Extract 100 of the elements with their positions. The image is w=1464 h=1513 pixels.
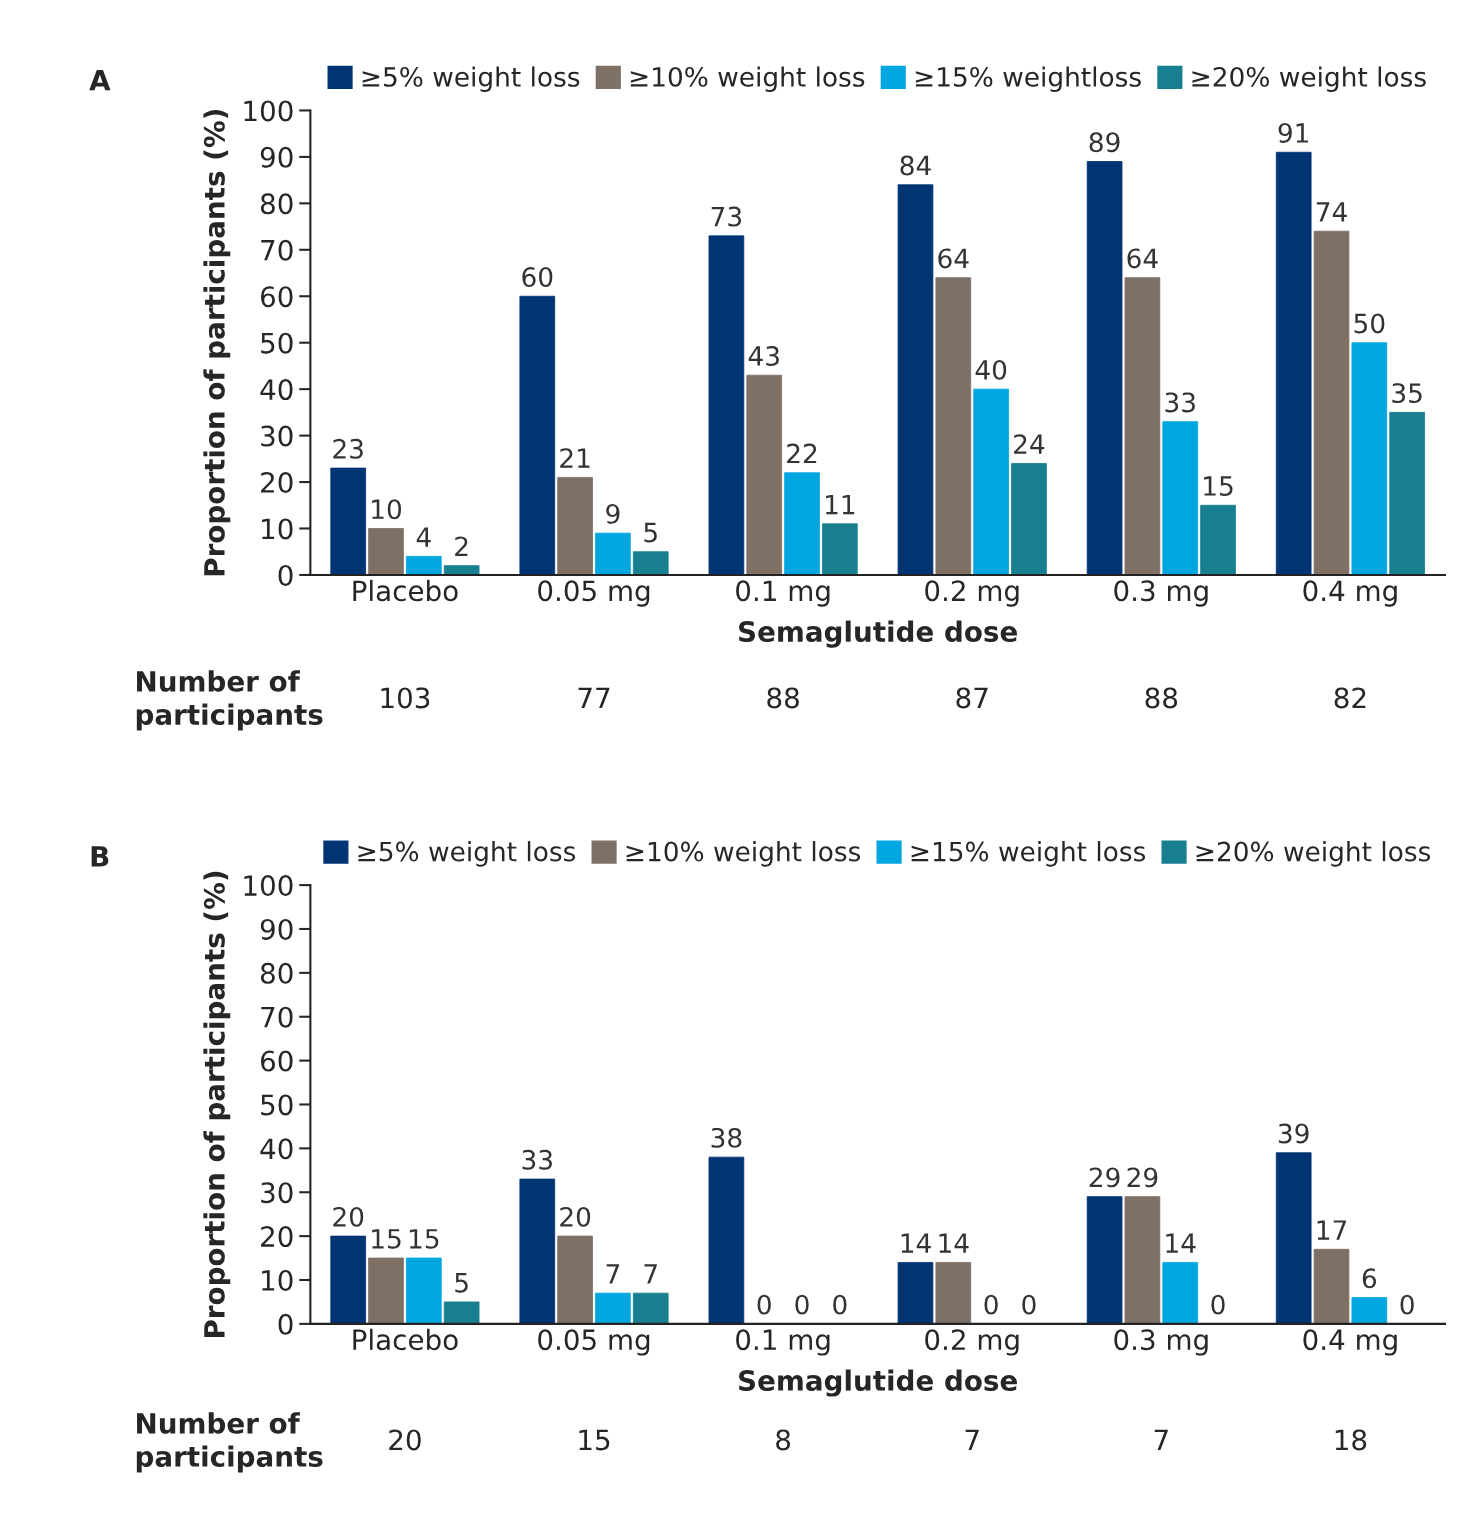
- data-label: 6: [1362, 1268, 1377, 1289]
- text: Number of participants: [136, 1412, 323, 1473]
- bar: [1351, 1297, 1388, 1324]
- data-label: 40: [975, 359, 1007, 380]
- y-tick-label: 20: [261, 1226, 293, 1248]
- data-label: 0: [1211, 1294, 1225, 1315]
- bar: [708, 235, 745, 575]
- data-label: 14: [901, 1233, 931, 1253]
- bar: [406, 1257, 442, 1324]
- y-tick-label: 0: [278, 1313, 293, 1335]
- data-label: 22: [787, 443, 817, 464]
- y-tick-label: 0: [278, 564, 293, 586]
- bar: [368, 1257, 404, 1324]
- data-label: 14: [939, 1233, 969, 1253]
- x-tick-label: 0.1 mg: [736, 1329, 830, 1356]
- bar: [897, 184, 934, 575]
- data-label: 29: [1127, 1167, 1158, 1188]
- bar: [1124, 277, 1161, 575]
- y-tick-label: 20: [261, 471, 293, 493]
- text: 15: [579, 1429, 610, 1451]
- bar: [595, 1292, 631, 1324]
- data-label: 21: [560, 448, 590, 468]
- bar: [1124, 1196, 1161, 1324]
- data-label: 64: [1127, 248, 1158, 269]
- text: 77: [578, 687, 610, 709]
- y-tick-label: 50: [261, 332, 293, 354]
- data-label: 7: [606, 1264, 620, 1284]
- bar: [1011, 463, 1047, 575]
- x-tick-label: Placebo: [353, 579, 458, 602]
- bar: [708, 1156, 745, 1324]
- bar: [406, 555, 442, 575]
- text: 18: [1335, 1429, 1367, 1451]
- bar: [973, 388, 1009, 575]
- legend-label: ≥5% weight loss: [362, 66, 580, 92]
- bar: [1351, 342, 1388, 575]
- data-label: 15: [1204, 476, 1233, 496]
- x-axis-title: Semaglutide dose: [739, 1369, 1017, 1397]
- data-label: 84: [900, 155, 931, 176]
- data-label: 39: [1278, 1123, 1309, 1144]
- data-label: 64: [938, 248, 969, 269]
- bar: [1275, 151, 1312, 575]
- bar: [784, 472, 820, 575]
- x-tick-label: 0.4 mg: [1303, 1329, 1397, 1356]
- bar: [519, 295, 556, 575]
- bar: [595, 532, 631, 575]
- bar: [330, 467, 367, 575]
- data-label: 0: [833, 1294, 847, 1315]
- bar: [746, 374, 783, 575]
- data-label: 24: [1014, 434, 1045, 454]
- bar: [1389, 411, 1425, 575]
- bar: [632, 1292, 669, 1324]
- bar: [557, 1235, 593, 1324]
- data-label: 15: [372, 1229, 401, 1249]
- data-label: 20: [560, 1206, 591, 1227]
- text: 7: [1154, 1429, 1168, 1451]
- text: 7: [965, 1429, 979, 1451]
- y-axis-title: Proportion of participants (%): [203, 871, 231, 1338]
- legend-label: ≥15% weight loss: [911, 841, 1146, 867]
- y-tick-label: 80: [260, 962, 293, 984]
- data-label: 0: [1400, 1294, 1414, 1315]
- y-tick-label: 10: [262, 518, 293, 540]
- bar: [935, 1262, 972, 1324]
- text: 82: [1334, 687, 1366, 709]
- data-label: 35: [1392, 383, 1422, 404]
- bar: [1162, 1262, 1199, 1324]
- legend-label: ≥10% weight loss: [626, 841, 861, 867]
- bar: [1313, 230, 1350, 575]
- bar: [1313, 1248, 1350, 1324]
- data-label: 2: [455, 536, 468, 556]
- legend-label: ≥20% weight loss: [1196, 841, 1431, 867]
- text: Number of participants: [136, 670, 323, 731]
- x-tick-label: Placebo: [353, 1328, 458, 1351]
- bar: [1200, 504, 1236, 575]
- text: 88: [767, 687, 799, 709]
- text: 87: [956, 687, 988, 709]
- data-label: 33: [1165, 392, 1195, 413]
- data-label: 43: [748, 345, 779, 366]
- y-tick-label: 100: [244, 875, 293, 897]
- bar: [368, 528, 404, 575]
- y-tick-label: 90: [260, 146, 293, 168]
- x-tick-label: 0.2 mg: [925, 1329, 1019, 1356]
- y-tick-label: 10: [262, 1269, 293, 1291]
- bar: [557, 476, 593, 575]
- bar: [897, 1262, 934, 1324]
- bar: [1086, 1196, 1123, 1324]
- data-label: 5: [644, 522, 657, 543]
- text: 88: [1145, 687, 1178, 709]
- y-tick-label: 40: [260, 1138, 293, 1160]
- data-label: 23: [333, 438, 363, 459]
- data-label: 0: [795, 1294, 809, 1315]
- x-tick-label: 0.3 mg: [1114, 580, 1208, 607]
- chart-title: A: [89, 69, 111, 91]
- y-tick-label: 80: [260, 193, 293, 215]
- data-label: 73: [711, 206, 742, 227]
- data-label: 20: [333, 1206, 364, 1227]
- data-label: 4: [416, 527, 431, 547]
- data-label: 91: [1278, 123, 1309, 143]
- y-tick-label: 70: [261, 1006, 293, 1028]
- data-label: 33: [522, 1149, 552, 1170]
- legend-label: ≥10% weight loss: [630, 66, 865, 92]
